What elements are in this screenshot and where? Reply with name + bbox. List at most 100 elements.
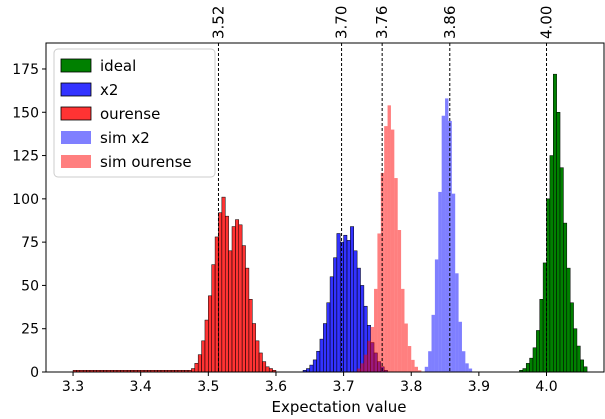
y-tick-label: 0 <box>30 365 39 381</box>
bar <box>556 112 561 373</box>
bar <box>214 236 219 373</box>
series-sim-ourense <box>357 105 422 373</box>
bar <box>238 224 243 373</box>
bar <box>580 359 584 373</box>
axes: 3.3 3.4 3.5 3.6 3.7 3.8 3.9 4.0 0 25 50 75 100 125 150… <box>12 42 605 395</box>
bar <box>329 276 334 373</box>
bar <box>468 368 473 372</box>
bar <box>390 129 395 372</box>
bar <box>532 347 537 373</box>
x-tick-label: 3.7 <box>332 379 354 395</box>
bar <box>204 319 209 373</box>
reference-line-label: 4.00 <box>538 6 556 39</box>
bar <box>360 285 365 373</box>
bar <box>407 346 412 372</box>
bar <box>360 363 364 372</box>
legend-label: ourense <box>100 105 160 123</box>
bar <box>549 155 554 373</box>
legend-swatch <box>60 82 92 97</box>
x-tick-label: 3.5 <box>197 379 219 395</box>
bar <box>357 368 361 372</box>
bar <box>326 302 331 373</box>
bar <box>418 370 422 372</box>
bar <box>461 351 466 372</box>
bar <box>424 366 429 372</box>
bar <box>377 233 381 372</box>
y-tick-label: 25 <box>21 322 39 338</box>
x-tick-label: 3.4 <box>130 379 152 395</box>
bar <box>248 299 253 373</box>
bar <box>465 363 469 372</box>
bar <box>235 219 240 373</box>
bar <box>350 226 354 373</box>
bar <box>448 120 452 372</box>
bar <box>529 357 534 373</box>
bar <box>387 105 391 372</box>
bar <box>397 230 402 372</box>
bar <box>211 264 216 373</box>
bar <box>309 364 314 373</box>
bar <box>546 198 551 373</box>
bar <box>343 234 348 373</box>
reference-line-label: 3.86 <box>441 6 459 39</box>
bar <box>367 340 371 372</box>
bar <box>336 233 341 373</box>
x-tick-label: 3.6 <box>265 379 287 395</box>
bar <box>559 167 564 373</box>
bar <box>370 326 375 372</box>
legend-label: sim x2 <box>100 129 150 147</box>
bar <box>525 363 530 373</box>
bar <box>306 368 311 373</box>
legend-swatch <box>61 131 91 144</box>
reference-line-label: 3.76 <box>373 6 391 39</box>
bar <box>451 193 456 372</box>
bar <box>384 126 388 373</box>
bar <box>316 350 321 373</box>
x-tick-label: 3.8 <box>400 379 422 395</box>
bar <box>262 361 267 373</box>
bar <box>208 295 212 373</box>
bar <box>411 359 415 372</box>
bar <box>197 354 202 373</box>
bar <box>542 262 547 373</box>
bar <box>431 314 435 372</box>
bar <box>434 259 439 372</box>
bar <box>380 172 385 372</box>
bar <box>458 321 462 372</box>
bar <box>438 191 442 372</box>
legend-label: sim ourense <box>100 153 192 171</box>
bar <box>258 352 263 373</box>
bar <box>268 368 273 373</box>
bar <box>346 240 351 373</box>
bar <box>583 366 588 373</box>
bar <box>563 222 568 373</box>
bar <box>374 288 378 372</box>
bar <box>228 250 233 373</box>
reference-line-label: 3.52 <box>209 6 227 39</box>
bar <box>265 366 270 373</box>
reference-line-label: 3.70 <box>333 6 351 39</box>
bar <box>522 368 527 373</box>
bar <box>245 267 250 373</box>
bar <box>536 330 540 373</box>
x-tick-label: 3.3 <box>62 379 84 395</box>
bar <box>445 98 449 373</box>
bar <box>573 328 578 373</box>
legend-box <box>53 48 216 178</box>
y-tick-label: 50 <box>21 278 39 294</box>
bar <box>339 241 344 373</box>
bar <box>255 340 260 373</box>
legend-label: ideal <box>100 57 136 75</box>
reference-lines: 3.52 3.70 3.76 3.86 4.00 <box>209 6 556 372</box>
bar <box>576 345 581 373</box>
bar <box>566 267 571 373</box>
x-axis-label: Expectation value <box>272 398 407 416</box>
bar <box>191 368 196 373</box>
bar <box>356 267 361 373</box>
bar <box>231 226 236 373</box>
bar <box>241 245 246 373</box>
bar <box>221 196 226 373</box>
bar <box>441 115 446 372</box>
legend-swatch <box>61 155 91 168</box>
